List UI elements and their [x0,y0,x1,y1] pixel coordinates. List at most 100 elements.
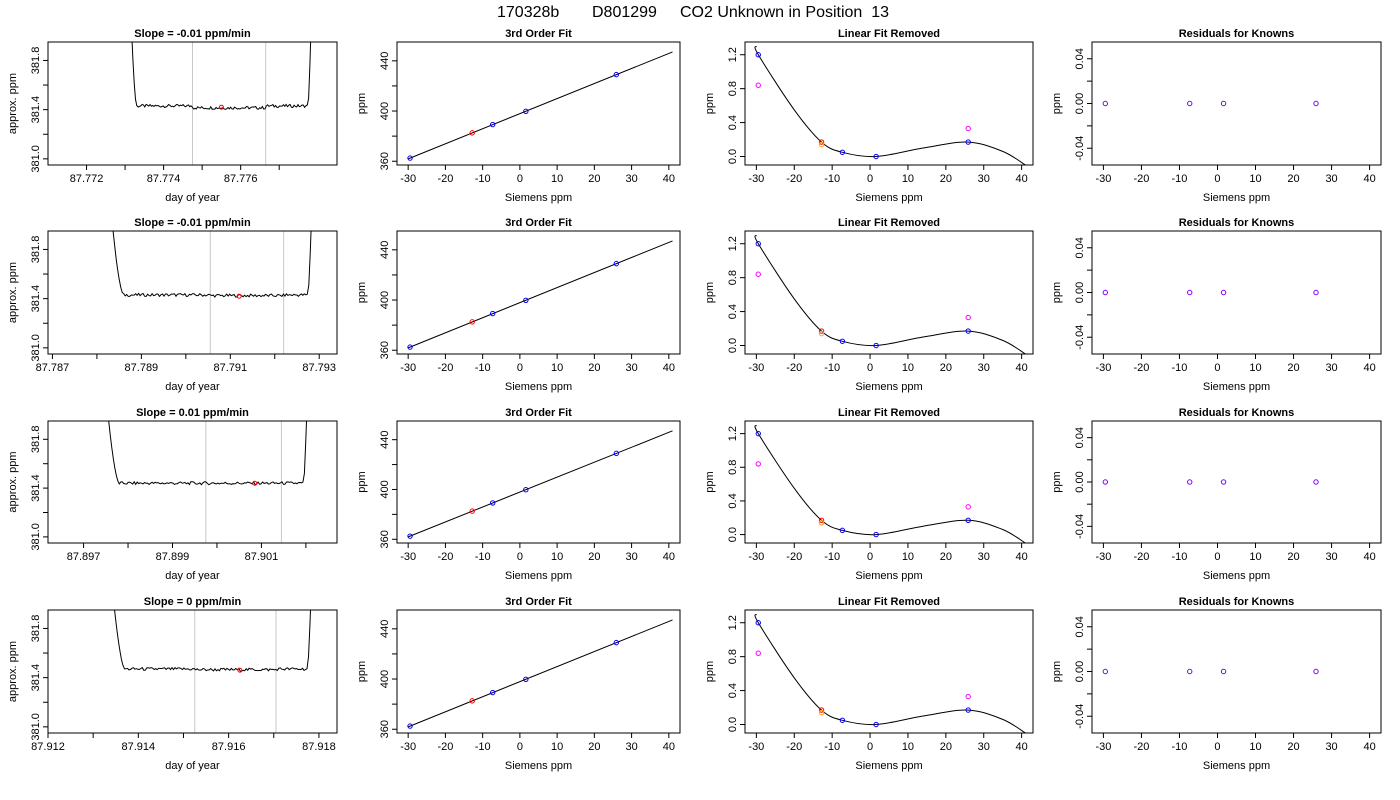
y-tick-label: 381.8 [30,615,42,643]
x-tick-label: 0 [867,173,873,185]
data-point-purple [1313,100,1319,107]
panel-fit-row-1: 3rd Order Fit -30 -20 -10 0 10 20 30 40 360 400 440… [356,28,681,204]
x-tick-label: -10 [824,173,840,185]
x-tick-label: 0 [867,741,873,753]
cubic-fit-curve [754,614,1026,733]
y-tick-label: 0.8 [727,270,739,285]
x-tick-label: 30 [1325,173,1337,185]
x-tick-label: -30 [1095,551,1111,563]
plot-frame [47,41,338,166]
y-tick-label: 1.2 [727,47,739,62]
analyzer-trace [112,231,312,298]
plot-area [108,421,307,543]
y-tick-label: 400 [379,480,391,498]
data-point-blue [523,297,529,303]
x-tick-label: 20 [940,551,952,563]
x-tick-label: -10 [475,551,491,563]
y-tick-label: 0.04 [1074,427,1086,448]
y-tick-label: 0.00 [1074,282,1086,303]
unknown-point [236,293,242,299]
data-point-blue [407,344,413,350]
y-axis-label: approx. ppm [7,73,19,134]
x-axis-label: Siemens ppm [855,760,922,772]
x-tick-label: 20 [940,362,952,374]
data-point-blue [965,517,971,523]
y-tick-label: 0.00 [1074,661,1086,682]
plot-area [754,614,1026,733]
data-point-purple [1220,668,1227,675]
plot-area [1102,479,1319,485]
y-axis-label: ppm [1051,471,1063,492]
x-tick-label: 20 [588,551,600,563]
data-point-red [818,517,825,523]
data-point-blue [489,310,496,317]
x-tick-label: 40 [1363,741,1375,753]
x-tick-label: 40 [663,362,675,374]
y-tick-label: 381.0 [30,523,42,551]
panel-title: 3rd Order Fit [505,596,572,608]
x-tick-label: -20 [437,741,453,753]
analyzer-trace [114,610,311,672]
data-point-magenta [755,271,761,277]
x-axis-label: day of year [165,760,220,772]
y-axis-label: approx. ppm [7,262,19,323]
x-tick-label: -20 [1133,551,1149,563]
y-tick-label: 0.0 [727,527,739,542]
x-tick-label: 40 [1016,362,1028,374]
panel-title: 3rd Order Fit [505,407,572,419]
data-point-blue [965,707,971,713]
y-tick-label: 0.04 [1074,237,1086,258]
data-point-blue [523,108,529,114]
data-point-blue [873,153,879,160]
x-tick-label: 10 [902,362,914,374]
panel-fit-row-2: 3rd Order Fit -30 -20 -10 0 10 20 30 40 360 400 440… [356,217,681,393]
panel-trace-row-1: Slope = -0.01 ppm/min 87.772 87.774 87.776 3… [7,28,338,204]
x-tick-label: -30 [748,551,764,563]
data-point-red [469,130,475,136]
data-point-blue [613,639,620,646]
y-tick-label: 1.2 [727,426,739,441]
data-point-purple [1187,668,1193,675]
data-point-orange [818,709,825,716]
data-point-magenta [965,504,971,510]
data-point-blue [613,260,620,267]
data-point-blue [755,430,761,437]
y-tick-label: 0.4 [727,683,739,698]
x-tick-label: 87.918 [302,741,336,753]
x-axis-label: Siemens ppm [855,570,922,582]
x-axis-label: day of year [165,570,220,582]
plot-area [1102,668,1319,675]
cubic-fit-curve [754,425,1026,543]
plot-area [407,240,673,350]
data-point-blue [755,620,761,626]
panel-title: Residuals for Knowns [1179,407,1295,419]
x-tick-label: 10 [1249,741,1261,753]
panel-title: Residuals for Knowns [1179,28,1295,40]
y-tick-label: 400 [379,670,391,688]
data-point-purple [1313,479,1319,485]
y-tick-label: 381.8 [30,236,42,264]
unknown-point [218,104,224,110]
y-axis-label: ppm [1051,282,1063,303]
data-point-blue [873,721,879,728]
data-point-red [469,319,475,325]
x-tick-label: -10 [824,362,840,374]
data-point-purple [1102,668,1109,675]
x-tick-label: -10 [1172,551,1188,563]
x-tick-label: -20 [786,551,802,563]
x-tick-label: 40 [1363,362,1375,374]
x-tick-label: 30 [625,173,637,185]
x-tick-label: 10 [1249,362,1261,374]
data-point-orange [818,520,825,526]
x-tick-label: 87.916 [212,741,246,753]
data-point-purple [1187,289,1193,296]
panel-trace-row-2: Slope = -0.01 ppm/min 87.787 87.789 87.791 8… [7,217,338,393]
y-tick-label: 440 [379,52,391,70]
x-tick-label: 10 [551,741,563,753]
x-tick-label: -20 [1133,741,1149,753]
panel-title: Linear Fit Removed [838,596,940,608]
y-axis-label: ppm [704,661,716,682]
y-tick-label: 381.8 [30,426,42,454]
plot-frame [744,230,1034,355]
plot-frame [396,230,681,355]
